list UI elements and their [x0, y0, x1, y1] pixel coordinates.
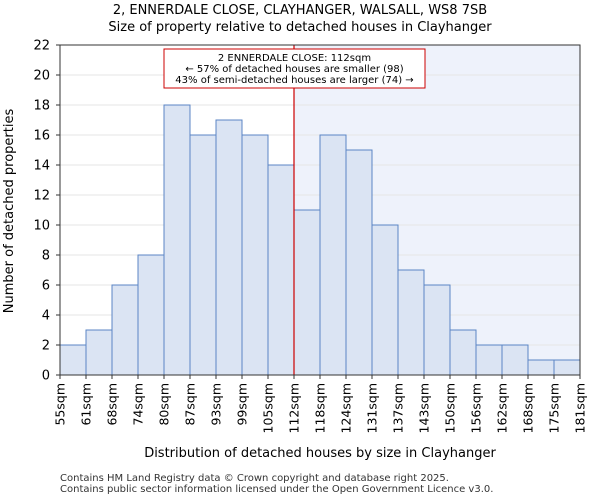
annotation-line3: 43% of semi-detached houses are larger (… [175, 75, 413, 86]
x-tick-label: 74sqm [131, 383, 146, 426]
histogram-bar [527, 359, 555, 376]
y-tick-label: 16 [33, 129, 50, 144]
x-tick-label: 137sqm [391, 383, 406, 433]
y-tick-label: 8 [42, 249, 50, 264]
x-tick-label: 181sqm [573, 383, 588, 433]
histogram-bar [553, 359, 581, 376]
x-tick-label: 175sqm [547, 383, 562, 433]
footer-copyright: Contains HM Land Registry data © Crown c… [60, 473, 449, 484]
x-tick-label: 131sqm [365, 383, 380, 433]
y-tick-label: 10 [33, 219, 50, 234]
histogram-bar [137, 254, 165, 376]
histogram-bar [345, 149, 373, 376]
histogram-bar [423, 284, 451, 376]
annotation-border [163, 48, 426, 89]
annotation-box: 2 ENNERDALE CLOSE: 112sqm ← 57% of detac… [163, 48, 426, 89]
histogram-bar [501, 344, 529, 376]
annotation-line2: ← 57% of detached houses are smaller (98… [185, 64, 403, 75]
y-axis-label: Number of detached properties [2, 109, 17, 314]
x-tick-label: 112sqm [287, 383, 302, 433]
histogram-bar [111, 284, 139, 376]
annotation-line1: 2 ENNERDALE CLOSE: 112sqm [218, 53, 371, 64]
x-tick-label: 162sqm [495, 383, 510, 433]
y-tick-label: 4 [42, 309, 50, 324]
footer-licence: Contains public sector information licen… [60, 484, 494, 495]
histogram-bar [449, 329, 477, 376]
histogram-bar [85, 329, 113, 376]
x-tick-label: 93sqm [209, 383, 224, 426]
y-tick-label: 14 [33, 159, 50, 174]
x-tick-label: 55sqm [53, 383, 68, 426]
x-tick-label: 168sqm [521, 383, 536, 433]
histogram-bar [397, 269, 425, 376]
y-tick-label: 2 [42, 339, 50, 354]
x-tick-label: 156sqm [469, 383, 484, 433]
histogram-bar [59, 344, 87, 376]
x-tick-label: 99sqm [235, 383, 250, 426]
x-tick-label: 61sqm [79, 383, 94, 426]
histogram-bar [475, 344, 503, 376]
y-tick-label: 18 [33, 99, 50, 114]
histogram-bar [319, 134, 347, 376]
chart-title-line1: 2, ENNERDALE CLOSE, CLAYHANGER, WALSALL,… [112, 3, 488, 18]
y-tick-label: 20 [33, 69, 50, 84]
y-tick-label: 12 [33, 189, 50, 204]
x-tick-label: 150sqm [443, 383, 458, 433]
x-tick-label: 87sqm [183, 383, 198, 426]
y-tick-label: 22 [33, 39, 50, 54]
x-axis-label: Distribution of detached houses by size … [144, 446, 496, 461]
histogram-bar [241, 134, 269, 376]
chart-title-line2: Size of property relative to detached ho… [108, 20, 492, 35]
histogram-bar [267, 164, 295, 376]
x-tick-label: 143sqm [417, 383, 432, 433]
histogram-bar [215, 119, 243, 376]
y-tick-label: 6 [42, 279, 50, 294]
x-tick-label: 80sqm [157, 383, 172, 426]
x-tick-label: 105sqm [261, 383, 276, 433]
x-tick-label: 68sqm [105, 383, 120, 426]
histogram-bar [293, 209, 321, 376]
histogram-bar [371, 224, 399, 376]
histogram-bar [163, 104, 191, 376]
x-tick-label: 124sqm [339, 383, 354, 433]
x-tick-label: 118sqm [313, 383, 328, 433]
histogram-bar [189, 134, 217, 376]
y-tick-label: 0 [42, 369, 50, 384]
